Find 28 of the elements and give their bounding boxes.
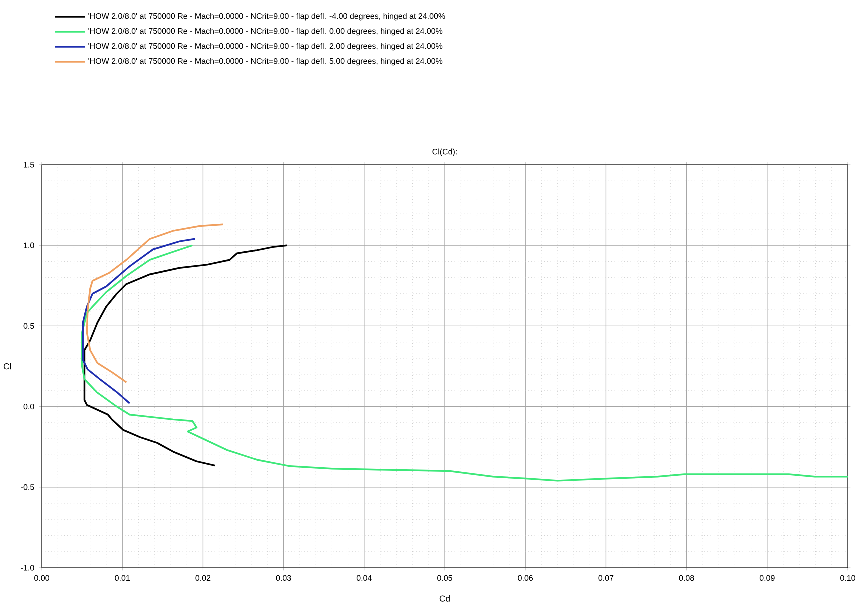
x-tick-label: 0.05	[438, 575, 452, 582]
x-tick-label: 0.03	[276, 575, 292, 582]
x-tick-label: 0.02	[196, 575, 211, 582]
legend-label: 'HOW 2.0/8.0' at 750000 Re - Mach=0.0000 - NCrit=9.00 - flap defl. 2.00 degrees, hinged at 24.00%	[88, 43, 443, 51]
legend-label: 'HOW 2.0/8.0' at 750000 Re - Mach=0.0000 - NCrit=9.00 - flap defl. 0.00 degrees, hinged at 24.00%	[88, 28, 443, 36]
x-axis-title: Cd	[440, 596, 450, 602]
x-tick-label: 0.01	[115, 575, 130, 582]
x-tick-label: 0.10	[840, 575, 856, 582]
x-tick-label: 0.04	[356, 575, 372, 582]
legend-label: 'HOW 2.0/8.0' at 750000 Re - Mach=0.0000 - NCrit=9.00 - flap defl. -4.00 degrees, hinged at 24.00%	[88, 13, 446, 21]
y-tick-label: -0.5	[21, 484, 34, 490]
line-series	[86, 224, 224, 384]
y-axis-title: Cl	[4, 363, 12, 370]
y-tick-label: 1.5	[24, 162, 34, 168]
x-tick-label: 0.09	[760, 575, 775, 582]
line-series	[82, 238, 196, 404]
y-tick-label: 0.0	[24, 404, 34, 410]
legend-label: 'HOW 2.0/8.0' at 750000 Re - Mach=0.0000 - NCrit=9.00 - flap defl. 5.00 degrees, hinged at 24.00%	[88, 58, 443, 66]
line-series	[84, 244, 288, 467]
line-series	[81, 244, 848, 482]
y-tick-label: 1.0	[24, 242, 34, 248]
x-tick-label: 0.06	[518, 575, 534, 582]
chart-title: Cl(Cd):	[432, 148, 457, 156]
y-tick-label: 0.5	[24, 323, 34, 330]
y-tick-label: -1.0	[21, 565, 34, 571]
x-tick-label: 0.07	[598, 575, 614, 582]
x-tick-label: 0.00	[34, 575, 50, 582]
x-tick-label: 0.08	[679, 575, 694, 582]
